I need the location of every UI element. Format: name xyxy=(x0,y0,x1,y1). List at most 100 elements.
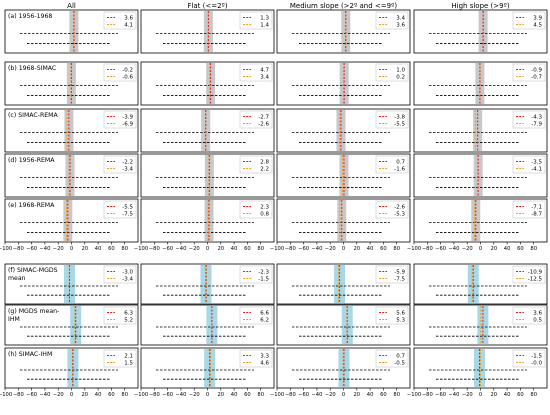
panel: -3.9-6.9 (c) SIMAC-REMA xyxy=(4,108,139,153)
x-tick-label: 0 xyxy=(342,392,345,398)
x-tick-label: −60 xyxy=(298,246,309,252)
x-tick-label: 20 xyxy=(353,392,360,398)
x-tick-label: 20 xyxy=(81,392,88,398)
x-tick-label: 0 xyxy=(206,246,209,252)
x-tick-label: 80 xyxy=(530,392,537,398)
legend-median-value: -7.5 xyxy=(394,277,405,283)
legend-median-value: 1.4 xyxy=(260,23,269,29)
panel: 2.11.5 (h) SIMAC-IHM xyxy=(4,347,139,389)
legend-mean-value: 5.6 xyxy=(396,311,405,317)
column-titles: All Flat (<=2º) Medium slope (>2º and <=9º… xyxy=(67,2,510,10)
legend-median-value: 4.1 xyxy=(124,23,133,29)
panel: 5.65.3 xyxy=(276,304,411,346)
shaded-band xyxy=(341,11,351,52)
x-tick-label: 0 xyxy=(342,246,345,252)
x-tick-label: −80 xyxy=(149,246,160,252)
x-tick-label: −60 xyxy=(435,392,446,398)
legend-median-value: -7.5 xyxy=(122,212,133,218)
row-label: mean xyxy=(8,275,26,282)
panel-frame xyxy=(4,304,139,346)
x-tick-label: −60 xyxy=(435,246,446,252)
panel-frame xyxy=(4,108,139,153)
legend-median-value: -5.3 xyxy=(394,212,405,218)
x-tick-label: 0 xyxy=(70,392,73,398)
legend-mean-value: -2.7 xyxy=(258,115,269,121)
x-tick-label: 0 xyxy=(206,392,209,398)
legend-median-value: 5.2 xyxy=(124,318,133,324)
legend-mean-value: 1.3 xyxy=(260,16,269,22)
legend-median-value: 6.2 xyxy=(260,318,269,324)
x-tick-label: 20 xyxy=(217,246,224,252)
x-tick-label: −100 xyxy=(270,392,284,398)
panel: -2.6-5.3 xyxy=(276,198,411,243)
shaded-band xyxy=(204,155,214,196)
x-tick-label: 60 xyxy=(244,246,251,252)
legend-mean-value: -3.0 xyxy=(122,270,133,276)
row-label: (h) SIMAC-IHM xyxy=(8,351,52,358)
panel-frame xyxy=(140,61,275,106)
x-tick-label: 40 xyxy=(231,246,238,252)
shaded-band xyxy=(63,200,73,241)
x-tick-label: −60 xyxy=(26,246,37,252)
panel-frame xyxy=(140,108,275,153)
x-tick-label: 0 xyxy=(70,246,73,252)
legend-median-value: -4.1 xyxy=(531,167,542,173)
legend-mean-value: -2.2 xyxy=(122,160,133,166)
panel-frame xyxy=(413,61,548,106)
legend-median-value: -0.7 xyxy=(531,75,542,81)
panel-frame xyxy=(140,304,275,346)
row-label: (a) 1956-1968 xyxy=(8,13,52,20)
shaded-band xyxy=(203,11,213,52)
shaded-band xyxy=(64,110,74,151)
panel: 4.73.4 xyxy=(140,61,275,106)
panel: -3.8-5.5 xyxy=(276,108,411,153)
panel: -0.2-0.6 (b) 1968-SIMAC xyxy=(4,61,139,106)
x-tick-label: −80 xyxy=(285,392,296,398)
legend-median-value: 0.5 xyxy=(533,318,542,324)
x-tick-label: −20 xyxy=(325,392,336,398)
x-tick-label: 40 xyxy=(367,392,374,398)
shaded-band xyxy=(69,11,79,52)
x-axes: −100 −80 −60 −40 −20 0 20 40 60 80 −100 −80 −60 −40 −2… xyxy=(0,242,537,398)
row-label: (e) 1968-REMA xyxy=(8,202,55,209)
x-tick-label: 80 xyxy=(121,392,128,398)
legend-median-value: -7.9 xyxy=(531,122,542,128)
legend-mean-value: 2.8 xyxy=(260,160,269,166)
panel: 1.00.2 xyxy=(276,61,411,106)
legend-median-value: 3.6 xyxy=(396,23,405,29)
shaded-band xyxy=(475,63,485,104)
x-tick-label: −100 xyxy=(0,392,12,398)
panel-frame xyxy=(413,304,548,346)
legend-mean-value: -2.3 xyxy=(258,270,269,276)
legend-median-value: -0.5 xyxy=(394,361,405,367)
panel: -0.9-0.7 xyxy=(413,61,548,106)
panel: -5.9-7.5 xyxy=(276,263,411,305)
x-tick-label: 40 xyxy=(95,246,102,252)
x-tick-label: −20 xyxy=(189,246,200,252)
legend-mean-value: -5.5 xyxy=(122,205,133,211)
x-tick-label: −80 xyxy=(422,392,433,398)
panel: 2.82.2 xyxy=(140,153,275,198)
legend-mean-value: 2.3 xyxy=(260,205,269,211)
legend-median-value: 2.2 xyxy=(260,167,269,173)
panel-frame xyxy=(413,153,548,198)
legend-mean-value: 0.7 xyxy=(396,160,405,166)
legend-mean-value: 6.6 xyxy=(260,311,269,317)
row-label: (f) SIMAC-MGDS xyxy=(8,267,58,274)
panel-frame xyxy=(413,108,548,153)
panel: -2.2-3.4 (d) 1956-REMA xyxy=(4,153,139,198)
panel-frame xyxy=(140,263,275,305)
legend-median-value: 0.2 xyxy=(396,75,405,81)
legend-mean-value: -4.3 xyxy=(531,115,542,121)
legend-mean-value: 6.3 xyxy=(124,311,133,317)
x-tick-label: −60 xyxy=(298,392,309,398)
x-tick-label: −100 xyxy=(407,246,421,252)
shaded-band xyxy=(65,155,75,196)
panel: 3.34.6 xyxy=(140,347,275,389)
panel-frame xyxy=(276,263,411,305)
row-label: (d) 1956-REMA xyxy=(8,157,55,164)
legend-median-value: -0.6 xyxy=(122,75,133,81)
legend-median-value: -1.5 xyxy=(258,277,269,283)
panel-frame xyxy=(276,61,411,106)
legend-mean-value: 3.3 xyxy=(260,354,269,360)
